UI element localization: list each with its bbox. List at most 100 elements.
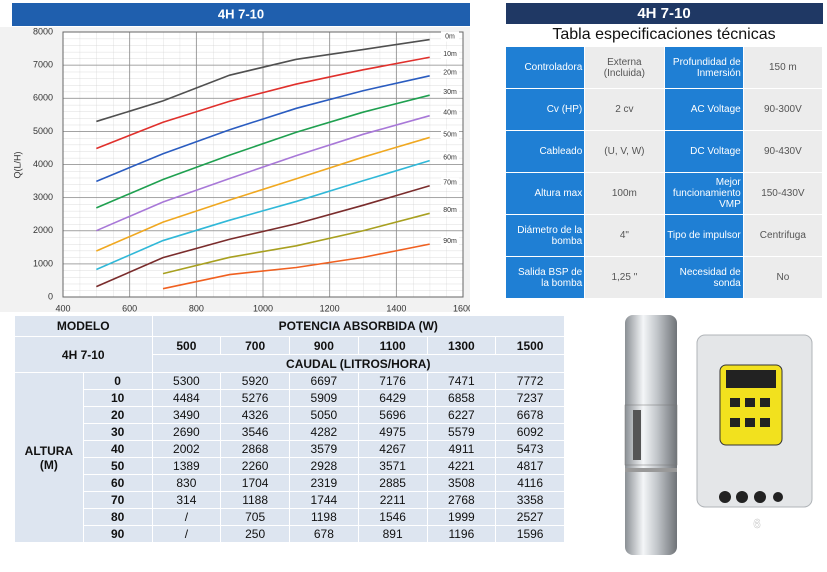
title-banner <box>12 3 470 26</box>
series-line <box>96 75 430 183</box>
spec-value: 150 m <box>742 46 824 89</box>
spec-row: Diámetro de la bomba 4" Tipo de impulsor Ce… <box>504 214 824 257</box>
spec-value: Centrifuga <box>742 214 824 257</box>
spec-key: Controladora <box>504 46 586 89</box>
series-line <box>96 114 430 232</box>
flow-value: 7772 <box>495 372 565 390</box>
pump <box>624 315 678 555</box>
series-label: 10m <box>443 51 457 58</box>
flow-value: 4282 <box>289 423 359 441</box>
spec-value: 2 cv <box>584 88 665 131</box>
series-label-bg <box>441 152 459 163</box>
flow-value: 2928 <box>289 457 359 475</box>
series-label: 20m <box>443 70 457 77</box>
height-value: 70 <box>82 491 153 509</box>
flow-value: 3571 <box>357 457 428 475</box>
power-value: 500 <box>151 336 222 355</box>
data-row: 30 2690 3546 4282 4975 5579 6092 <box>15 423 565 441</box>
flow-value: 5920 <box>220 372 290 390</box>
height-value: 80 <box>82 508 153 526</box>
series-label-bg <box>441 107 459 118</box>
series-label-bg <box>441 205 459 216</box>
flow-value: 2885 <box>357 474 428 492</box>
series-label-bg <box>441 49 459 60</box>
series-line <box>96 38 430 123</box>
x-tick-label: 800 <box>189 303 204 312</box>
x-tick-label: 1000 <box>253 303 273 312</box>
data-row: 10 4484 5276 5909 6429 6858 7237 <box>15 389 565 407</box>
height-value: 10 <box>82 389 153 407</box>
flow-value: / <box>151 508 222 526</box>
flow-value: 6697 <box>289 372 359 390</box>
flow-value: 2211 <box>357 491 428 509</box>
series-label-bg <box>441 31 459 42</box>
data-row: 90/250 678 891 1196 1596 <box>15 525 565 543</box>
spec-value: 100m <box>584 172 665 215</box>
flow-value: 1546 <box>357 508 428 526</box>
y-tick-label: 4000 <box>33 159 53 169</box>
flow-value: 4484 <box>151 389 222 407</box>
flow-value: 2868 <box>220 440 290 458</box>
spec-subtitle: Tabla especificaciones técnicas <box>505 24 823 47</box>
controller: 6 <box>696 334 813 531</box>
series-label-bg <box>441 129 459 140</box>
flow-value: 3508 <box>426 474 497 492</box>
flow-value: 705 <box>220 508 290 526</box>
height-value: 50 <box>82 457 153 475</box>
flow-value: 2690 <box>151 423 222 441</box>
flow-value: 1188 <box>220 491 290 509</box>
spec-key: Necesidad de sonda <box>663 256 744 299</box>
spec-key: Profundidad de Inmersión <box>663 46 744 89</box>
series-line <box>96 184 430 288</box>
series-label-bg <box>441 236 459 247</box>
spec-key: Tipo de impulsor <box>663 214 744 257</box>
data-row: ALTURA (M) 0 5300 5920 6697 7176 7471 7772 <box>14 372 565 543</box>
y-tick-label: 1000 <box>33 258 53 268</box>
series-line <box>96 94 430 209</box>
series-label: 90m <box>443 238 457 245</box>
flow-row: CAUDAL (LITROS/HORA) <box>15 354 565 373</box>
spec-value: No <box>742 256 824 299</box>
series-line <box>96 136 430 252</box>
spec-row: Salida BSP de la bomba 1,25 " Necesidad de… <box>504 256 824 299</box>
spec-value: 90-300V <box>742 88 824 131</box>
power-value: 900 <box>289 336 359 355</box>
y-tick-label: 6000 <box>33 93 53 103</box>
chart-title: 4H 7-10 <box>218 6 264 21</box>
spec-table: 4H 7-10 Tabla especificaciones técnicas Co… <box>504 3 824 299</box>
flow-value: 5909 <box>289 389 359 407</box>
product-label: 6 <box>753 516 760 531</box>
x-tick-label: 1400 <box>386 303 406 312</box>
data-row: 40 2002 2868 3579 4267 4911 5473 <box>15 440 565 458</box>
flow-header: CAUDAL (LITROS/HORA) <box>151 354 565 373</box>
spec-key: Diámetro de la bomba <box>504 214 586 257</box>
flow-value: 2768 <box>426 491 497 509</box>
height-value: 40 <box>82 440 153 458</box>
series-label-bg <box>441 177 459 188</box>
flow-value: 1596 <box>495 525 565 543</box>
spec-key: Altura max <box>504 172 586 215</box>
flow-value: 2319 <box>289 474 359 492</box>
y-axis-label: Q(L/H) <box>12 151 22 178</box>
spec-row: Cv (HP) 2 cv AC Voltage 90-300V <box>504 88 824 131</box>
flow-value: 6429 <box>357 389 428 407</box>
flow-value: 5579 <box>426 423 497 441</box>
height-value: 20 <box>82 406 153 424</box>
power-value: 1300 <box>426 336 497 355</box>
flow-value: / <box>151 525 222 543</box>
power-row: 4H 7-10 500 700 900 1100 1300 1500 <box>14 336 565 373</box>
spec-value: Externa (Incluida) <box>584 46 665 89</box>
flow-value: 7237 <box>495 389 565 407</box>
flow-value: 6678 <box>495 406 565 424</box>
spec-row: Controladora Externa (Incluida) Profundida… <box>504 46 824 89</box>
flow-value: 4221 <box>426 457 497 475</box>
model-name: 4H 7-10 <box>14 336 153 373</box>
spec-row: Altura max 100m Mejor funcionamiento VMP 15… <box>504 172 824 215</box>
flow-value: 891 <box>357 525 428 543</box>
flow-value: 7471 <box>426 372 497 390</box>
height-value: 60 <box>82 474 153 492</box>
flow-value: 1389 <box>151 457 222 475</box>
series-label: 30m <box>443 89 457 96</box>
series-label: 50m <box>443 131 457 138</box>
flow-value: 2260 <box>220 457 290 475</box>
